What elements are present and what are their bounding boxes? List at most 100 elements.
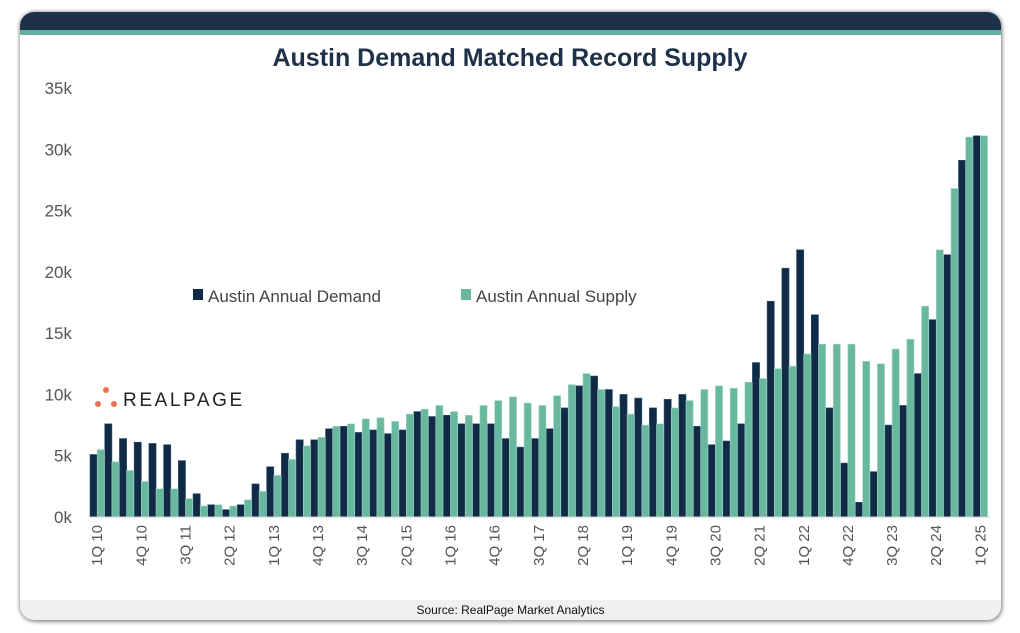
bar-supply <box>656 423 665 518</box>
bar-supply <box>288 459 297 518</box>
bar-demand <box>457 423 466 518</box>
realpage-logo: REALPAGE <box>95 387 245 411</box>
bar-supply <box>420 408 429 518</box>
y-tick-label: 20k <box>45 263 73 282</box>
bar-supply <box>332 425 341 518</box>
bar-supply <box>494 400 503 518</box>
bar-demand <box>369 429 378 518</box>
bar-supply <box>626 413 635 518</box>
bar-demand <box>472 423 481 518</box>
bar-demand <box>810 314 819 518</box>
x-tick-label: 4Q 16 <box>487 525 504 566</box>
source-footer: Source: RealPage Market Analytics <box>20 600 1001 620</box>
bar-supply <box>509 396 517 518</box>
bar-demand <box>163 444 172 518</box>
bar-supply <box>96 449 105 518</box>
x-tick-label: 1Q 25 <box>972 525 989 566</box>
card-header-bar <box>20 12 1001 30</box>
bar-demand <box>707 444 716 518</box>
bar-supply <box>406 413 414 518</box>
bar-demand <box>884 424 893 518</box>
bar-supply <box>935 249 944 518</box>
legend-swatch-supply <box>461 289 471 300</box>
bar-supply <box>700 389 709 518</box>
bar-demand <box>325 428 334 518</box>
bar-supply <box>450 411 458 518</box>
bar-demand <box>958 160 966 518</box>
bar-supply <box>170 488 179 518</box>
bar-demand <box>604 389 613 518</box>
bar-demand <box>722 440 731 518</box>
bar-supply <box>199 505 208 518</box>
logo-text: REALPAGE <box>123 390 245 411</box>
bar-supply <box>126 470 135 518</box>
bar-demand <box>575 385 584 518</box>
x-tick-label: 1Q 13 <box>266 525 283 566</box>
bar-demand <box>531 438 540 518</box>
x-tick-label: 1Q 19 <box>619 525 636 566</box>
x-tick-label: 1Q 10 <box>89 525 106 566</box>
bar-supply <box>980 135 988 518</box>
bar-demand <box>339 425 348 518</box>
bar-supply <box>877 363 885 518</box>
x-tick-label: 3Q 23 <box>884 525 901 566</box>
bar-demand <box>428 416 437 518</box>
bar-supply <box>774 368 782 518</box>
bar-supply <box>862 361 871 518</box>
bar-supply <box>302 445 311 518</box>
bar-demand <box>516 446 525 518</box>
bar-demand <box>222 509 230 518</box>
bar-demand <box>178 460 186 518</box>
bar-demand <box>148 443 157 518</box>
x-tick-label: 1Q 16 <box>442 525 459 566</box>
x-tick-label: 2Q 21 <box>752 525 769 566</box>
bar-supply <box>670 407 679 518</box>
bar-supply <box>347 423 355 518</box>
bar-supply <box>582 373 591 518</box>
bar-demand <box>928 319 937 518</box>
bar-demand <box>752 362 760 518</box>
bars <box>89 135 988 518</box>
bar-demand <box>104 423 113 518</box>
x-tick-label: 3Q 14 <box>354 525 371 566</box>
legend-swatch-demand <box>193 289 203 300</box>
bar-supply <box>921 305 930 518</box>
bar-demand <box>133 441 142 518</box>
bar-demand <box>89 454 98 518</box>
bar-demand <box>737 423 746 518</box>
bar-supply <box>391 421 400 518</box>
bar-demand <box>398 429 407 518</box>
y-tick-label: 10k <box>45 385 73 404</box>
bar-supply <box>685 400 694 518</box>
bar-demand <box>869 471 878 518</box>
y-tick-label: 0k <box>54 508 72 527</box>
bar-demand <box>281 452 289 518</box>
bar-supply <box>965 136 974 518</box>
y-axis: 0k 5k 10k 15k 20k 25k 30k 35k <box>45 79 73 527</box>
bar-supply <box>832 343 841 518</box>
bar-supply <box>906 338 915 518</box>
logo-dot-icon <box>111 401 117 407</box>
bar-demand <box>619 394 628 518</box>
y-tick-label: 35k <box>45 79 73 98</box>
y-tick-label: 25k <box>45 202 73 221</box>
bar-demand <box>781 267 790 518</box>
x-tick-label: 4Q 22 <box>840 525 857 566</box>
bar-demand <box>678 394 687 518</box>
bar-demand <box>236 504 245 518</box>
bar-demand <box>546 428 554 518</box>
bar-demand <box>119 438 127 518</box>
bar-supply <box>523 402 532 518</box>
bar-demand <box>310 439 319 518</box>
bar-supply <box>273 475 282 518</box>
bar-demand <box>487 423 495 518</box>
bar-demand <box>413 411 422 518</box>
y-tick-label: 30k <box>45 140 73 159</box>
x-tick-label: 1Q 22 <box>796 525 813 566</box>
bar-supply <box>538 405 547 518</box>
bar-demand <box>295 439 304 518</box>
bar-supply <box>612 406 620 518</box>
chart-card: Source: RealPage Market Analytics <box>20 12 1001 620</box>
bar-demand <box>766 300 775 518</box>
